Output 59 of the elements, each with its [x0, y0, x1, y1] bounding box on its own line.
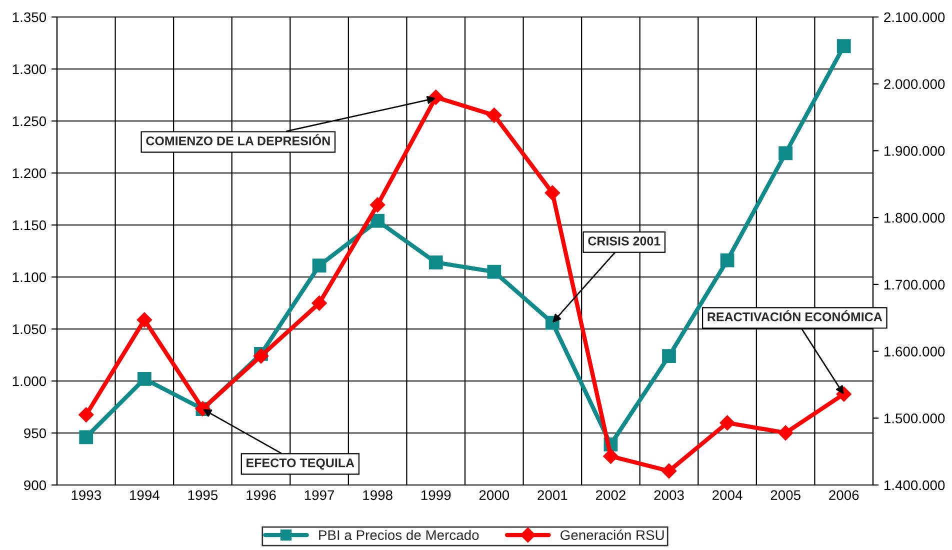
y-tick-label: 1.150 [12, 220, 46, 230]
y2-tick-label: 1.500.000 [884, 413, 945, 424]
point [836, 39, 851, 54]
point [253, 348, 269, 364]
point [486, 108, 502, 123]
x-tick-label: 2003 [654, 490, 684, 500]
x-tick-label: 1998 [363, 490, 392, 500]
annotation: COMIENZO DE LA DEPRESIÓN [146, 134, 330, 146]
point [428, 255, 443, 270]
y2-tick-label: 1.900.000 [884, 146, 945, 156]
point [370, 197, 386, 212]
x-tick-label: 2005 [770, 490, 800, 500]
y-tick-label: 1.200 [12, 168, 46, 178]
x-tick-label: 1995 [188, 490, 218, 500]
y-tick-label: 1.300 [12, 64, 46, 74]
x-tick-label: 1996 [246, 490, 276, 500]
x-tick-label: 2002 [596, 490, 626, 500]
x-tick-label: 2004 [712, 490, 742, 500]
x-tick-label: 2006 [829, 490, 859, 500]
point [487, 264, 502, 279]
point [370, 214, 385, 228]
x-tick-label: 1999 [421, 490, 451, 500]
x-tick-label: 1994 [130, 490, 160, 500]
y2-tick-label: 1.600.000 [884, 346, 945, 356]
y2-tick-label: 2.000.000 [884, 79, 945, 90]
y-tick-label: 1.100 [12, 272, 46, 282]
y2-tick-label: 1.400.000 [884, 480, 945, 490]
point [137, 372, 152, 386]
point [136, 312, 152, 328]
point [78, 407, 94, 422]
x-tick-label: 1997 [304, 490, 334, 500]
y-tick-label: 950 [24, 428, 46, 438]
point [661, 463, 677, 479]
y-tick-label: 1.250 [12, 116, 46, 126]
y-tick-label: 1.350 [12, 12, 46, 22]
annotation: CRISIS 2001 [588, 236, 660, 246]
point [720, 253, 734, 268]
point [778, 425, 794, 440]
point [720, 415, 735, 430]
y-tick-label: 900 [24, 480, 46, 490]
annotation: EFECTO TEQUILA [246, 458, 354, 470]
point [662, 349, 676, 363]
y2-tick-label: 2.100.000 [884, 12, 945, 22]
x-tick-label: 2001 [538, 490, 568, 500]
y-tick-label: 1.000 [12, 376, 46, 386]
legend-label: Generación RSU [560, 530, 664, 540]
point [544, 185, 560, 200]
y2-tick-label: 1.700.000 [884, 280, 945, 290]
point [79, 430, 94, 444]
point [312, 296, 327, 311]
y-tick-label: 1.050 [12, 324, 46, 334]
x-tick-label: 2000 [479, 490, 510, 500]
y2-tick-label: 1.800.000 [884, 212, 945, 223]
point [603, 448, 618, 464]
x-tick-label: 1993 [72, 490, 101, 500]
annotation: REACTIVACIÓN ECONÓMICA [708, 310, 882, 322]
point [778, 146, 793, 160]
legend-label: PBI a Precios de Mercado [319, 530, 479, 540]
point [312, 258, 326, 273]
